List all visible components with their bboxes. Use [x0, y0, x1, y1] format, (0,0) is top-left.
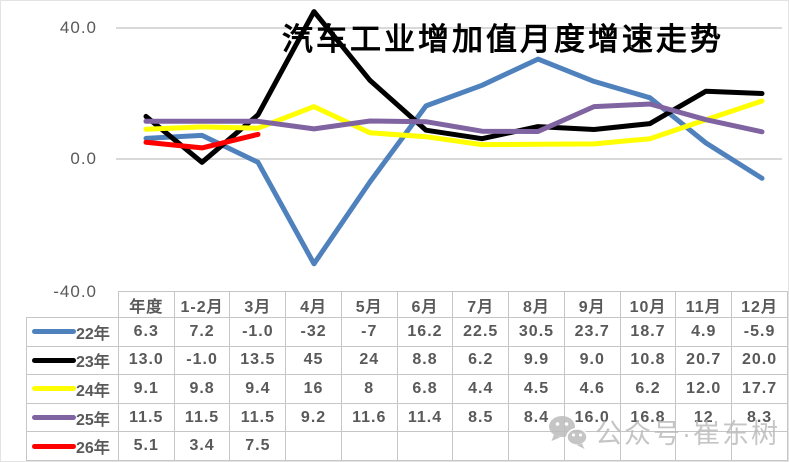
- value-cell: 11.4: [396, 402, 454, 433]
- value-cell: 3.4: [173, 431, 231, 461]
- series-label: 22年: [76, 325, 110, 343]
- value-cell: 6.2: [619, 374, 677, 404]
- value-cell: 16: [285, 374, 342, 404]
- month-header: 7月: [452, 291, 510, 318]
- value-cell: 17.7: [731, 374, 788, 404]
- value-cell: 6.2: [452, 345, 510, 376]
- value-cell: 7.5: [229, 431, 287, 461]
- value-cell: [452, 431, 510, 461]
- value-cell: -32: [285, 317, 342, 347]
- value-cell: -1.0: [229, 317, 287, 347]
- value-cell: 16.0: [563, 402, 621, 433]
- series-color-swatch: [32, 386, 76, 392]
- value-cell: 45: [285, 345, 342, 376]
- month-header: 12月: [731, 291, 788, 318]
- value-cell: [396, 431, 454, 461]
- value-cell: -5.9: [731, 317, 788, 347]
- value-cell: 11.5: [229, 402, 287, 433]
- chart-title: 汽车工业增加值月度增速走势: [282, 22, 724, 57]
- value-cell: 20.7: [675, 345, 733, 376]
- series-color-swatch: [32, 415, 76, 421]
- value-cell: 30.5: [508, 317, 565, 347]
- series-legend-26: 26年: [26, 431, 119, 461]
- series-color-swatch: [32, 357, 76, 363]
- month-header: 10月: [619, 291, 677, 318]
- month-header: 9月: [563, 291, 621, 318]
- value-cell: 16.8: [619, 402, 677, 433]
- value-cell: 4.6: [563, 374, 621, 404]
- series-label: 25年: [76, 411, 110, 429]
- value-cell: [285, 431, 342, 461]
- value-cell: 9.8: [173, 374, 231, 404]
- value-cell: 8.4: [508, 402, 565, 433]
- value-cell: 23.7: [563, 317, 621, 347]
- series-legend-22: 22年: [26, 317, 119, 347]
- series-legend-25: 25年: [26, 402, 119, 433]
- data-table: 年度 1-2月 3月 4月 5月 6月 7月 8月 9月 10月 11月 12月 22年 6.3 7.2 -1…: [26, 291, 788, 461]
- value-cell: -7: [340, 317, 398, 347]
- value-cell: 11.6: [340, 402, 398, 433]
- y-axis-tick-0: 0.0: [70, 149, 97, 168]
- month-header: 年度: [117, 291, 175, 318]
- month-header: 3月: [229, 291, 287, 318]
- month-header: 11月: [675, 291, 733, 318]
- value-cell: [619, 431, 677, 461]
- series-legend-23: 23年: [26, 345, 119, 376]
- month-header: 1-2月: [173, 291, 231, 318]
- value-cell: 22.5: [452, 317, 510, 347]
- series-line-22: [143, 56, 765, 267]
- value-cell: 12: [675, 402, 733, 433]
- value-cell: 4.5: [508, 374, 565, 404]
- value-cell: [340, 431, 398, 461]
- y-axis-tick-neg40: -40.0: [53, 282, 97, 301]
- value-cell: 11.5: [117, 402, 175, 433]
- line-chart-canvas: [116, 9, 782, 267]
- value-cell: [508, 431, 565, 461]
- value-cell: 5.1: [117, 431, 175, 461]
- value-cell: -1.0: [173, 345, 231, 376]
- value-cell: [731, 431, 788, 461]
- value-cell: 4.4: [452, 374, 510, 404]
- value-cell: 6.3: [117, 317, 175, 347]
- series-label: 24年: [76, 382, 110, 400]
- value-cell: 9.9: [508, 345, 565, 376]
- series-legend-24: 24年: [26, 374, 119, 404]
- value-cell: 9.1: [117, 374, 175, 404]
- month-header: 5月: [340, 291, 398, 318]
- series-color-swatch: [32, 329, 76, 335]
- value-cell: [563, 431, 621, 461]
- value-cell: 8.3: [731, 402, 788, 433]
- value-cell: 6.8: [396, 374, 454, 404]
- value-cell: 8: [340, 374, 398, 404]
- month-header: 4月: [285, 291, 342, 318]
- value-cell: 8.5: [452, 402, 510, 433]
- value-cell: 24: [340, 345, 398, 376]
- series-label: 26年: [76, 440, 110, 458]
- series-color-swatch: [32, 443, 76, 449]
- table-corner-cell: [27, 292, 119, 318]
- value-cell: 9.4: [229, 374, 287, 404]
- value-cell: 16.2: [396, 317, 454, 347]
- value-cell: 13.0: [117, 345, 175, 376]
- y-axis-tick-40: 40.0: [59, 18, 97, 37]
- month-header: 6月: [396, 291, 454, 318]
- value-cell: 4.9: [675, 317, 733, 347]
- value-cell: 12.0: [675, 374, 733, 404]
- series-line-24: [143, 98, 765, 148]
- value-cell: 11.5: [173, 402, 231, 433]
- value-cell: 8.8: [396, 345, 454, 376]
- series-line-26: [143, 131, 261, 151]
- value-cell: 7.2: [173, 317, 231, 347]
- value-cell: 20.0: [731, 345, 788, 376]
- value-cell: 10.8: [619, 345, 677, 376]
- value-cell: 13.5: [229, 345, 287, 376]
- series-line-25: [143, 101, 765, 135]
- series-label: 23年: [76, 354, 110, 372]
- month-header: 8月: [508, 291, 565, 318]
- value-cell: 9.0: [563, 345, 621, 376]
- value-cell: 18.7: [619, 317, 677, 347]
- value-cell: [675, 431, 733, 461]
- value-cell: 9.2: [285, 402, 342, 433]
